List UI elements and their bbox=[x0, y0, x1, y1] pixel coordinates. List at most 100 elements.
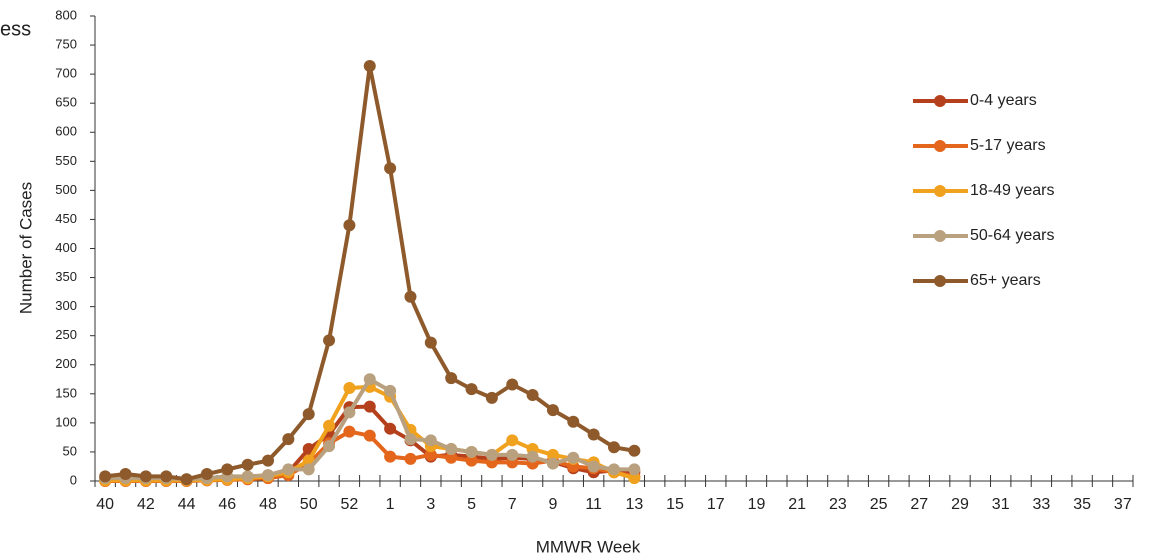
x-tick-label: 21 bbox=[788, 496, 806, 513]
point bbox=[485, 391, 498, 404]
point bbox=[404, 290, 417, 303]
y-tick-label: 350 bbox=[55, 269, 77, 284]
point bbox=[282, 463, 295, 476]
point bbox=[302, 463, 315, 476]
point bbox=[506, 378, 519, 391]
y-tick-label: 150 bbox=[55, 385, 77, 400]
x-tick-label: 11 bbox=[585, 496, 602, 513]
point bbox=[506, 434, 519, 447]
y-tick-label: 300 bbox=[55, 298, 77, 313]
x-tick-label: 15 bbox=[666, 496, 684, 513]
point bbox=[546, 457, 559, 470]
legend-marker bbox=[934, 95, 946, 107]
point bbox=[384, 384, 397, 397]
point bbox=[608, 441, 620, 454]
point bbox=[363, 400, 376, 413]
point bbox=[445, 443, 458, 456]
point bbox=[485, 448, 498, 461]
y-tick-label: 550 bbox=[55, 153, 77, 168]
point bbox=[200, 468, 213, 481]
y-tick-label: 50 bbox=[63, 443, 77, 458]
x-tick-label: 13 bbox=[625, 496, 643, 513]
point bbox=[465, 383, 478, 396]
y-tick-label: 400 bbox=[55, 240, 77, 255]
x-tick-label: 7 bbox=[508, 496, 517, 513]
point bbox=[608, 463, 620, 476]
x-tick-label: 31 bbox=[992, 496, 1010, 513]
point bbox=[587, 460, 600, 473]
x-tick-label: 44 bbox=[178, 496, 196, 513]
point bbox=[323, 440, 336, 453]
point bbox=[262, 454, 274, 467]
x-tick-label: 29 bbox=[951, 496, 969, 513]
point bbox=[363, 429, 376, 442]
point bbox=[526, 450, 539, 463]
point bbox=[546, 448, 559, 461]
y-tick-label: 100 bbox=[55, 414, 77, 429]
y-tick-label: 650 bbox=[55, 95, 77, 110]
point bbox=[424, 434, 437, 447]
x-tick-label: 19 bbox=[748, 496, 766, 513]
point bbox=[546, 404, 559, 417]
point bbox=[302, 408, 315, 421]
x-tick-label: 27 bbox=[910, 496, 928, 513]
point bbox=[119, 468, 132, 481]
y-tick-label: 600 bbox=[55, 124, 77, 139]
point bbox=[343, 425, 356, 438]
point bbox=[384, 162, 397, 175]
chart-title: ess bbox=[0, 18, 31, 40]
point bbox=[567, 451, 580, 464]
x-tick-label: 23 bbox=[829, 496, 847, 513]
y-tick-label: 450 bbox=[55, 211, 77, 226]
x-tick-label: 17 bbox=[707, 496, 725, 513]
x-tick-label: 46 bbox=[218, 496, 236, 513]
point bbox=[262, 469, 274, 482]
x-tick-label: 25 bbox=[870, 496, 888, 513]
point bbox=[526, 388, 539, 401]
point bbox=[160, 470, 173, 483]
y-tick-label: 250 bbox=[55, 327, 77, 342]
x-tick-label: 33 bbox=[1033, 496, 1051, 513]
point bbox=[628, 463, 641, 476]
point bbox=[363, 373, 376, 386]
y-axis-label: Number of Cases bbox=[16, 182, 35, 314]
point bbox=[180, 473, 193, 486]
x-tick-label: 40 bbox=[96, 496, 114, 513]
point bbox=[628, 472, 641, 485]
point bbox=[241, 470, 254, 483]
point bbox=[323, 419, 336, 432]
point bbox=[465, 454, 478, 467]
x-tick-label: 48 bbox=[259, 496, 277, 513]
x-tick-label: 5 bbox=[467, 496, 476, 513]
legend-label: 18-49 years bbox=[970, 182, 1055, 199]
point bbox=[221, 463, 234, 476]
x-tick-label: 35 bbox=[1073, 496, 1091, 513]
x-tick-label: 50 bbox=[300, 496, 318, 513]
y-tick-label: 200 bbox=[55, 356, 77, 371]
y-tick-label: 700 bbox=[55, 66, 77, 81]
y-tick-label: 750 bbox=[55, 37, 77, 52]
x-tick-label: 3 bbox=[426, 496, 435, 513]
point bbox=[587, 428, 600, 441]
point bbox=[506, 448, 519, 461]
legend-marker bbox=[934, 230, 946, 242]
legend-label: 65+ years bbox=[970, 272, 1041, 289]
point bbox=[343, 219, 356, 232]
point bbox=[241, 458, 254, 471]
x-axis-label: MMWR Week bbox=[536, 537, 641, 556]
point bbox=[445, 372, 458, 385]
legend-marker bbox=[934, 275, 946, 287]
point bbox=[282, 433, 295, 446]
series-line bbox=[104, 63, 635, 482]
point bbox=[363, 59, 376, 72]
point bbox=[445, 451, 458, 464]
x-tick-label: 37 bbox=[1114, 496, 1132, 513]
point bbox=[343, 382, 356, 394]
point bbox=[465, 445, 478, 458]
y-tick-label: 500 bbox=[55, 182, 77, 197]
point bbox=[404, 433, 417, 446]
y-tick-label: 0 bbox=[70, 472, 77, 487]
x-tick-label: 42 bbox=[137, 496, 155, 513]
point bbox=[384, 450, 397, 463]
